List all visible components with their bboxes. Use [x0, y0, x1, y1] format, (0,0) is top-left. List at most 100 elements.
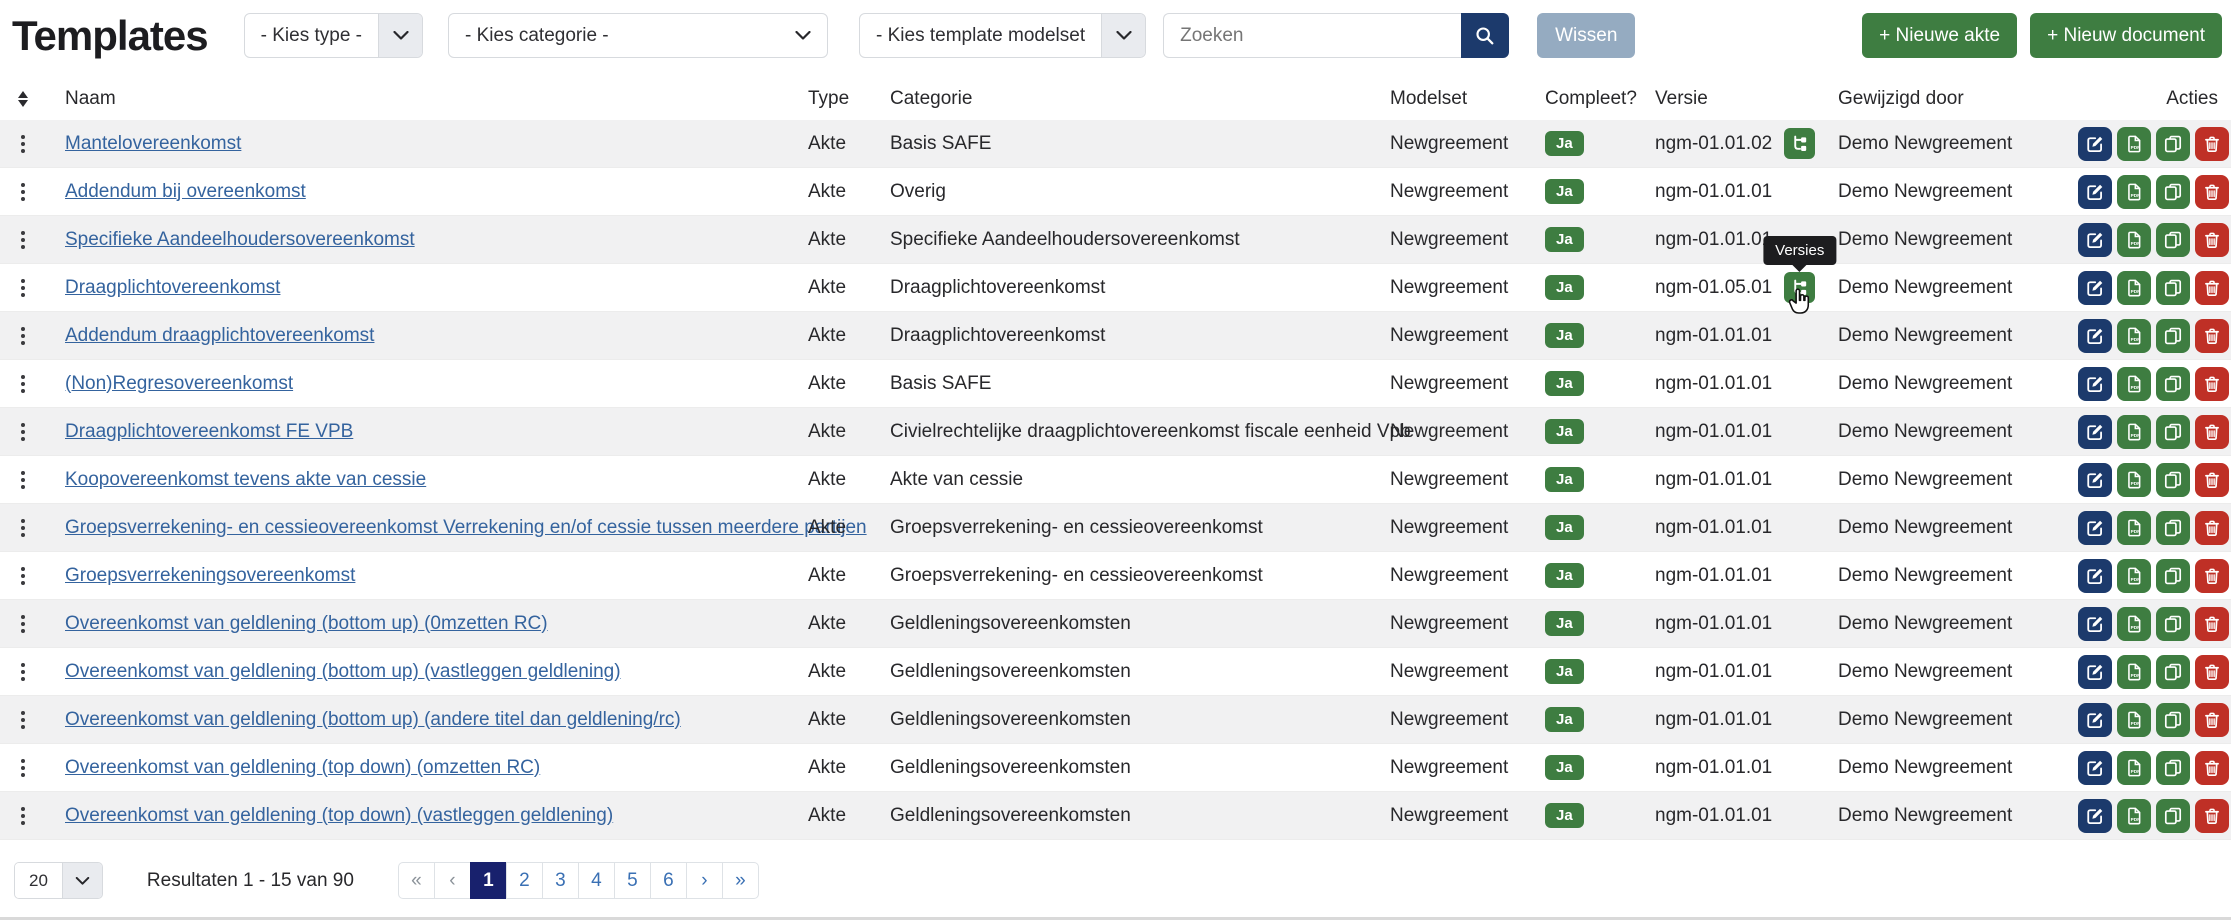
edit-button[interactable]	[2078, 702, 2112, 737]
edit-button[interactable]	[2078, 798, 2112, 833]
copy-button[interactable]	[2156, 558, 2190, 593]
edit-button[interactable]	[2078, 126, 2112, 161]
copy-button[interactable]	[2156, 414, 2190, 449]
pdf-button[interactable]: PDF	[2117, 126, 2151, 161]
modelset-filter-select[interactable]: - Kies template modelset	[859, 13, 1147, 58]
copy-button[interactable]	[2156, 702, 2190, 737]
edit-button[interactable]	[2078, 174, 2112, 209]
next-page-button[interactable]: ›	[685, 862, 723, 899]
template-name-link[interactable]: (Non)Regresovereenkomst	[65, 372, 294, 394]
drag-handle-icon[interactable]	[0, 422, 46, 441]
drag-handle-icon[interactable]	[0, 326, 46, 345]
template-name-link[interactable]: Addendum draagplichtovereenkomst	[65, 324, 375, 346]
drag-handle-icon[interactable]	[0, 806, 46, 825]
template-name-link[interactable]: Overeenkomst van geldlening (bottom up) …	[65, 660, 621, 682]
delete-button[interactable]	[2195, 750, 2229, 785]
copy-button[interactable]	[2156, 654, 2190, 689]
copy-button[interactable]	[2156, 510, 2190, 545]
drag-handle-icon[interactable]	[0, 230, 46, 249]
copy-button[interactable]	[2156, 222, 2190, 257]
delete-button[interactable]	[2195, 798, 2229, 833]
pdf-button[interactable]: PDF	[2117, 414, 2151, 449]
drag-handle-icon[interactable]	[0, 374, 46, 393]
pdf-button[interactable]: PDF	[2117, 606, 2151, 641]
delete-button[interactable]	[2195, 654, 2229, 689]
drag-handle-icon[interactable]	[0, 470, 46, 489]
edit-button[interactable]	[2078, 750, 2112, 785]
page-button-5[interactable]: 5	[613, 862, 651, 899]
drag-handle-icon[interactable]	[0, 566, 46, 585]
column-header-gewijzigd-door[interactable]: Gewijzigd door	[1838, 88, 1964, 109]
edit-button[interactable]	[2078, 222, 2112, 257]
delete-button[interactable]	[2195, 414, 2229, 449]
type-filter-select[interactable]: - Kies type -	[243, 13, 424, 58]
drag-handle-icon[interactable]	[0, 134, 46, 153]
copy-button[interactable]	[2156, 126, 2190, 161]
delete-button[interactable]	[2195, 222, 2229, 257]
new-document-button[interactable]: + Nieuw document	[2030, 13, 2222, 58]
edit-button[interactable]	[2078, 270, 2112, 305]
edit-button[interactable]	[2078, 558, 2112, 593]
template-name-link[interactable]: Addendum bij overeenkomst	[65, 180, 306, 202]
template-name-link[interactable]: Specifieke Aandeelhoudersovereenkomst	[65, 228, 415, 250]
delete-button[interactable]	[2195, 510, 2229, 545]
drag-handle-icon[interactable]	[0, 662, 46, 681]
template-name-link[interactable]: Overeenkomst van geldlening (bottom up) …	[65, 612, 548, 634]
template-name-link[interactable]: Draagplichtovereenkomst	[65, 276, 281, 298]
prev-page-button[interactable]: ‹	[433, 862, 471, 899]
column-header-type[interactable]: Type	[808, 88, 850, 109]
pdf-button[interactable]: PDF	[2117, 654, 2151, 689]
drag-handle-icon[interactable]	[0, 518, 46, 537]
pdf-button[interactable]: PDF	[2117, 750, 2151, 785]
copy-button[interactable]	[2156, 318, 2190, 353]
delete-button[interactable]	[2195, 270, 2229, 305]
template-name-link[interactable]: Koopovereenkomst tevens akte van cessie	[65, 468, 427, 490]
column-header-versie[interactable]: Versie	[1655, 88, 1708, 109]
edit-button[interactable]	[2078, 366, 2112, 401]
delete-button[interactable]	[2195, 558, 2229, 593]
pdf-button[interactable]: PDF	[2117, 510, 2151, 545]
edit-button[interactable]	[2078, 462, 2112, 497]
page-button-1[interactable]: 1	[469, 862, 507, 899]
template-name-link[interactable]: Overeenkomst van geldlening (top down) (…	[65, 756, 541, 778]
edit-button[interactable]	[2078, 318, 2112, 353]
page-size-select[interactable]: 20	[14, 862, 103, 899]
pdf-button[interactable]: PDF	[2117, 318, 2151, 353]
drag-handle-icon[interactable]	[0, 278, 46, 297]
sort-icon[interactable]	[0, 91, 46, 107]
delete-button[interactable]	[2195, 318, 2229, 353]
copy-button[interactable]	[2156, 270, 2190, 305]
pdf-button[interactable]: PDF	[2117, 222, 2151, 257]
drag-handle-icon[interactable]	[0, 614, 46, 633]
versions-button[interactable]	[1784, 128, 1816, 159]
pdf-button[interactable]: PDF	[2117, 270, 2151, 305]
template-name-link[interactable]: Groepsverrekening- en cessieovereenkomst…	[65, 516, 867, 538]
column-header-naam[interactable]: Naam	[65, 88, 116, 109]
edit-button[interactable]	[2078, 606, 2112, 641]
delete-button[interactable]	[2195, 174, 2229, 209]
edit-button[interactable]	[2078, 414, 2112, 449]
pdf-button[interactable]: PDF	[2117, 702, 2151, 737]
template-name-link[interactable]: Overeenkomst van geldlening (top down) (…	[65, 804, 614, 826]
pdf-button[interactable]: PDF	[2117, 798, 2151, 833]
edit-button[interactable]	[2078, 654, 2112, 689]
delete-button[interactable]	[2195, 126, 2229, 161]
copy-button[interactable]	[2156, 606, 2190, 641]
clear-filters-button[interactable]: Wissen	[1537, 13, 1636, 58]
category-filter-select[interactable]: - Kies categorie -	[448, 13, 829, 58]
drag-handle-icon[interactable]	[0, 710, 46, 729]
last-page-button[interactable]: »	[721, 862, 759, 899]
column-header-compleet[interactable]: Compleet?	[1545, 88, 1637, 109]
template-name-link[interactable]: Mantelovereenkomst	[65, 132, 242, 154]
copy-button[interactable]	[2156, 798, 2190, 833]
delete-button[interactable]	[2195, 366, 2229, 401]
delete-button[interactable]	[2195, 462, 2229, 497]
template-name-link[interactable]: Groepsverrekeningsovereenkomst	[65, 564, 356, 586]
new-akte-button[interactable]: + Nieuwe akte	[1862, 13, 2018, 58]
copy-button[interactable]	[2156, 750, 2190, 785]
pdf-button[interactable]: PDF	[2117, 462, 2151, 497]
edit-button[interactable]	[2078, 510, 2112, 545]
page-button-6[interactable]: 6	[649, 862, 687, 899]
page-button-2[interactable]: 2	[505, 862, 543, 899]
page-button-3[interactable]: 3	[541, 862, 579, 899]
